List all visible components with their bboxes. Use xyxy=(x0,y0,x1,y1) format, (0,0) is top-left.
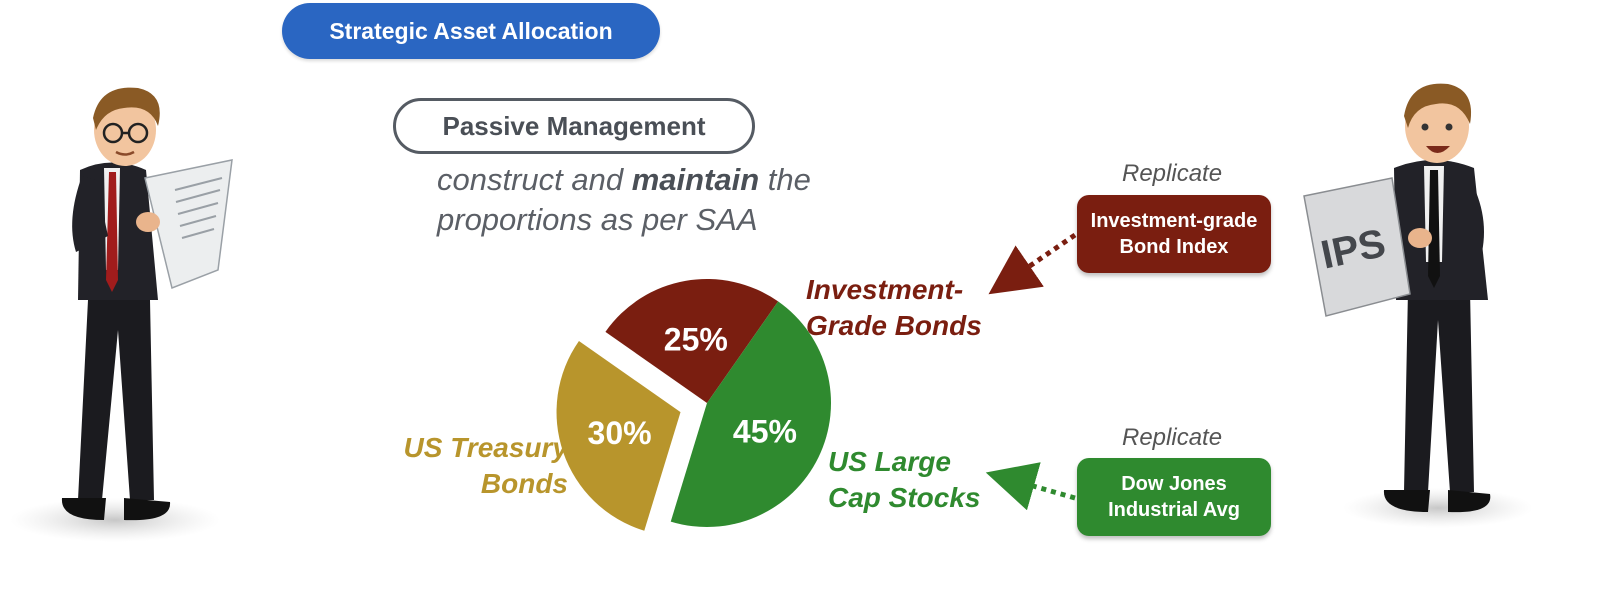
pie-slice-investment-grade-bonds xyxy=(605,279,779,403)
label-treasury-line2: Bonds xyxy=(480,468,568,499)
pie-value-label: 45% xyxy=(733,413,797,449)
replicate-caption-stocks: Replicate xyxy=(1122,424,1223,451)
dow-jones-box: Dow Jones Industrial Avg xyxy=(1077,458,1271,536)
label-bonds-line2: Grade Bonds xyxy=(806,310,982,341)
bond-index-line1: Investment-grade xyxy=(1090,210,1258,232)
strategy-pill: Passive Management xyxy=(393,98,755,154)
desc-post: the proportions as per SAA xyxy=(437,162,811,237)
title-pill: Strategic Asset Allocation xyxy=(282,3,660,59)
pie-slice-us-treasury-bonds xyxy=(556,340,681,531)
desc-bold: maintain xyxy=(631,162,760,197)
label-treasury-line1: US Treasury xyxy=(403,432,568,463)
pie-slice-us-large-cap-stocks xyxy=(670,301,831,527)
label-investment-grade-bonds: Investment- Grade Bonds xyxy=(806,272,982,344)
label-bonds-line1: Investment- xyxy=(806,274,964,305)
label-us-large-cap-stocks: US Large Cap Stocks xyxy=(828,444,981,516)
label-stocks-line2: Cap Stocks xyxy=(828,482,981,513)
arrow-bond-index xyxy=(988,232,1077,295)
label-stocks-line1: US Large xyxy=(828,446,951,477)
arrow-dow-jones xyxy=(985,462,1076,511)
bond-index-box: Investment-grade Bond Index xyxy=(1077,195,1271,273)
ips-document-icon: IPS xyxy=(1303,177,1411,317)
pie-value-label: 30% xyxy=(588,415,652,451)
businessman-reading-figure xyxy=(10,87,233,542)
dow-jones-line2: Industrial Avg xyxy=(1108,499,1240,521)
dow-jones-line1: Dow Jones xyxy=(1121,473,1227,495)
allocation-pie-chart: 25% 45% 30% xyxy=(556,279,831,531)
businessman-ips-figure: IPS xyxy=(1303,83,1533,528)
label-us-treasury-bonds: US Treasury Bonds xyxy=(378,430,568,502)
strategy-description: construct and maintain the proportions a… xyxy=(437,160,917,240)
pie-value-label: 25% xyxy=(664,321,728,357)
bond-index-line2: Bond Index xyxy=(1119,236,1229,258)
desc-pre: construct and xyxy=(437,162,632,197)
replicate-caption-bonds: Replicate xyxy=(1122,160,1223,187)
